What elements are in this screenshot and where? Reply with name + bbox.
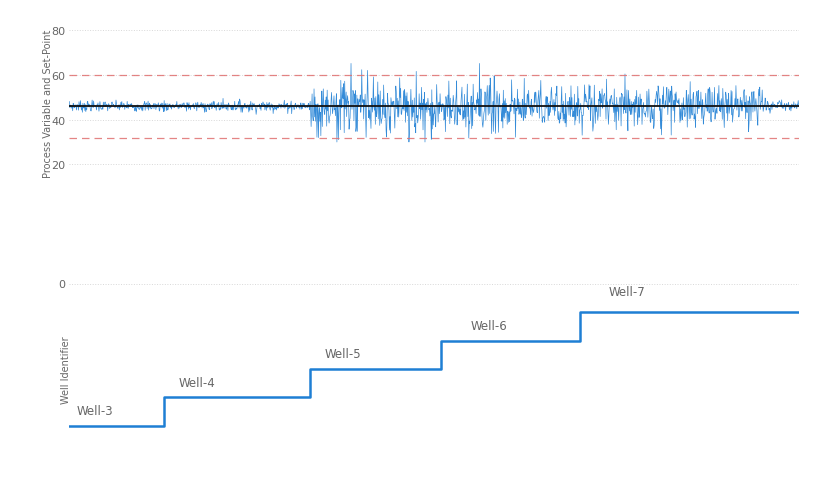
Text: 0: 0 [59,279,66,289]
Text: Well-4: Well-4 [178,376,215,389]
Text: Well-5: Well-5 [324,348,361,361]
Text: Well-3: Well-3 [77,405,113,417]
Text: Well-7: Well-7 [609,285,645,298]
Y-axis label: Well Identifier: Well Identifier [61,335,72,403]
Text: Well-6: Well-6 [470,319,507,332]
Y-axis label: Process Variable and Set-Point: Process Variable and Set-Point [43,29,53,178]
